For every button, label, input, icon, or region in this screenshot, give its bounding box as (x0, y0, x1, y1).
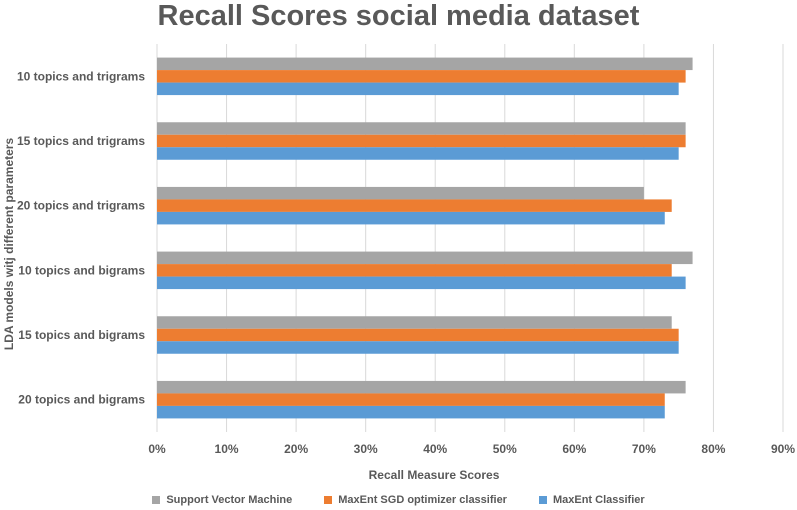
y-tick-labels: 10 topics and trigrams 15 topics and trig… (17, 69, 145, 406)
bar (157, 380, 686, 394)
bar-chart: 0% 10% 20% 30% 40% 50% 60% 70% 80% 90% 10 topics … (2, 44, 795, 482)
x-tick-labels: 0% 10% 20% 30% 40% 50% 60% 70% 80% 90% (148, 442, 795, 456)
bar (157, 122, 686, 135)
legend-label: MaxEnt Classifier (552, 494, 645, 506)
bar (157, 82, 679, 96)
x-tick-label: 20% (284, 442, 308, 456)
bar (157, 393, 665, 406)
bar (157, 328, 679, 342)
x-tick-label: 70% (632, 442, 656, 456)
y-tick-label: 10 topics and bigrams (18, 263, 145, 277)
legend: Support Vector Machine MaxEnt SGD optimiz… (0, 490, 797, 510)
y-tick-label: 15 topics and trigrams (17, 134, 145, 148)
legend-item: Support Vector Machine (152, 494, 292, 506)
bar (157, 276, 686, 290)
legend-item: MaxEnt SGD optimizer classifier (324, 494, 507, 506)
y-tick-label: 20 topics and trigrams (17, 199, 145, 213)
chart-title: Recall Scores social media dataset (157, 0, 640, 32)
bar (157, 251, 693, 265)
x-tick-label: 90% (771, 442, 795, 456)
bar (157, 316, 672, 329)
bar (157, 134, 686, 148)
bar (157, 341, 679, 354)
x-tick-label: 0% (148, 442, 166, 456)
bar (157, 70, 686, 83)
bars (157, 57, 693, 419)
y-tick-label: 20 topics and bigrams (18, 393, 145, 407)
x-tick-label: 30% (354, 442, 378, 456)
x-tick-label: 40% (423, 442, 447, 456)
legend-swatch (538, 496, 547, 504)
legend-swatch (152, 496, 161, 504)
y-tick-label: 10 topics and trigrams (17, 69, 145, 83)
legend-item: MaxEnt Classifier (538, 494, 645, 506)
gridlines (156, 44, 784, 432)
bar (157, 264, 672, 277)
legend-label: MaxEnt SGD optimizer classifier (338, 494, 507, 506)
bar (157, 147, 679, 160)
bar (157, 405, 665, 419)
legend-label: Support Vector Machine (166, 494, 293, 506)
y-tick-label: 15 topics and bigrams (18, 328, 145, 342)
x-tick-label: 50% (493, 442, 517, 456)
bar (157, 211, 665, 225)
x-tick-label: 60% (562, 442, 586, 456)
y-axis-title: LDA models witj different parameters (2, 138, 16, 351)
bar (157, 57, 693, 71)
x-axis-title: Recall Measure Scores (369, 468, 500, 482)
x-tick-label: 80% (701, 442, 725, 456)
bar (157, 199, 672, 212)
bar (157, 186, 644, 200)
legend-swatch (324, 496, 333, 504)
x-tick-label: 10% (215, 442, 239, 456)
